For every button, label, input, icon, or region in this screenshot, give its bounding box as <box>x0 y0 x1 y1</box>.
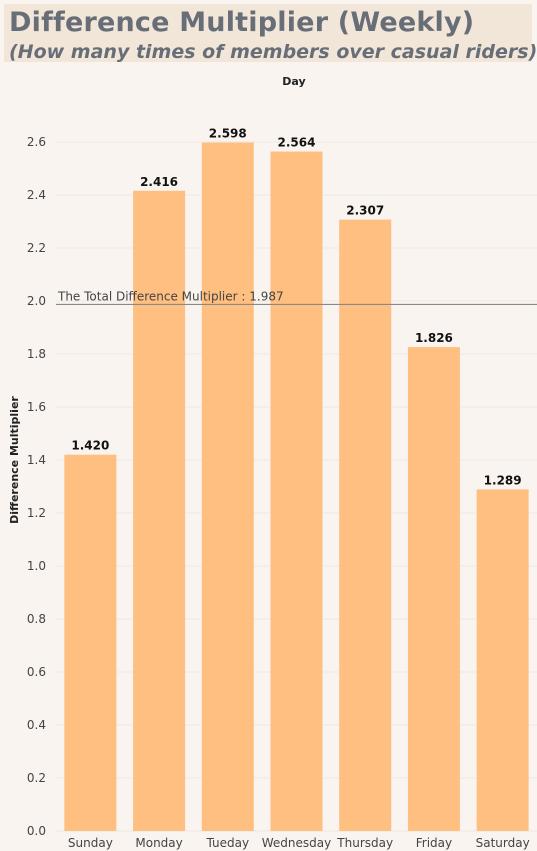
bar-wednesday <box>270 151 323 832</box>
value-label: 2.598 <box>209 127 247 141</box>
y-tick-label: 0.0 <box>27 824 46 838</box>
y-tick-label: 1.4 <box>27 453 46 467</box>
y-tick-label: 0.4 <box>27 718 46 732</box>
x-axis-label: Day <box>282 75 305 88</box>
bar-monday <box>133 190 186 831</box>
x-tick-labels: Sunday Monday Tueday Wednesday Thursday Frida… <box>68 836 530 850</box>
title-box: Difference Multiplier (Weekly) (How many… <box>4 4 537 63</box>
chart-title: Difference Multiplier (Weekly) <box>9 7 475 38</box>
y-tick-label: 2.4 <box>27 188 46 202</box>
bar-tueday <box>201 142 254 831</box>
y-tick-label: 2.6 <box>27 135 46 149</box>
y-axis-label: Difference Multiplier <box>8 396 21 524</box>
value-label: 1.420 <box>71 439 109 453</box>
bar-friday <box>407 347 460 831</box>
x-tick-label: Sunday <box>68 836 113 850</box>
y-tick-label: 1.8 <box>27 347 46 361</box>
y-tick-label: 2.0 <box>27 294 46 308</box>
value-label: 2.416 <box>140 175 178 189</box>
y-tick-label: 2.2 <box>27 241 46 255</box>
x-tick-label: Wednesday <box>262 836 331 850</box>
y-tick-label: 1.2 <box>27 506 46 520</box>
bar-thursday <box>339 219 392 831</box>
x-tick-label: Thursday <box>336 836 393 850</box>
bars <box>64 142 529 832</box>
value-label: 1.289 <box>484 473 522 487</box>
x-tick-label: Saturday <box>476 836 530 850</box>
y-tick-label: 1.0 <box>27 559 46 573</box>
y-tick-label: 0.8 <box>27 612 46 626</box>
y-tick-label: 0.2 <box>27 771 46 785</box>
bar-sunday <box>64 454 117 831</box>
x-tick-label: Friday <box>416 836 452 850</box>
reference-line-group: The Total Difference Multiplier : 1.987 <box>56 289 537 306</box>
y-tick-labels: 0.0 0.2 0.4 0.6 0.8 1.0 1.2 1.4 1.6 1.8 2.0 2.2 2.4 2… <box>27 135 46 838</box>
value-labels: 1.420 2.416 2.598 2.564 2.307 1.826 1.289 <box>71 127 521 488</box>
x-tick-label: Monday <box>135 836 182 850</box>
y-tick-label: 1.6 <box>27 400 46 414</box>
value-label: 2.307 <box>346 204 384 218</box>
bar-saturday <box>476 489 529 831</box>
chart-subtitle: (How many times of members over casual r… <box>9 41 537 63</box>
value-label: 2.564 <box>278 136 316 150</box>
y-tick-label: 0.6 <box>27 665 46 679</box>
reference-line-label: The Total Difference Multiplier : 1.987 <box>57 289 284 303</box>
x-tick-label: Tueday <box>205 836 249 850</box>
value-label: 1.826 <box>415 331 453 345</box>
